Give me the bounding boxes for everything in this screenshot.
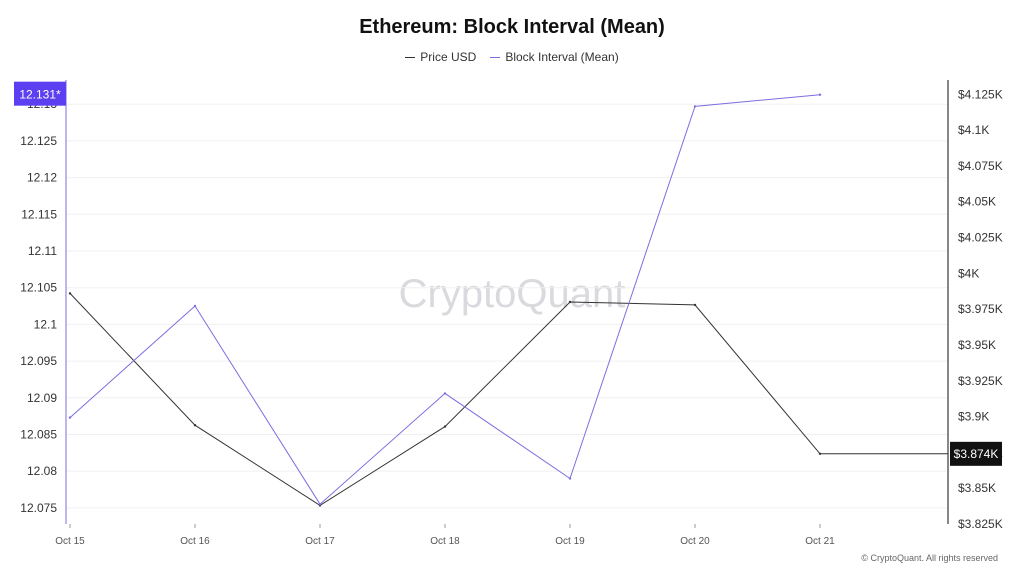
series-lines — [68, 93, 948, 507]
price-point[interactable] — [818, 452, 822, 455]
right-value-badge — [950, 441, 1002, 466]
left-value-badge-label: 12.131* — [19, 88, 61, 102]
left-tick-label: 12.12 — [27, 171, 57, 185]
left-tick-label: 12.105 — [20, 281, 57, 295]
block-interval-point[interactable] — [693, 105, 697, 108]
x-tick-label: Oct 15 — [55, 536, 85, 547]
copyright-text: © CryptoQuant. All rights reserved — [861, 553, 998, 563]
left-axis-ticks: 12.075 12.08 12.085 12.09 12.095 12.1 12.105 12… — [20, 97, 57, 515]
right-tick-label: $3.9K — [958, 410, 989, 424]
right-tick-label: $3.925K — [958, 374, 1003, 388]
block-interval-point[interactable] — [68, 416, 72, 419]
x-tick-label: Oct 17 — [305, 536, 335, 547]
legend-label-price: Price USD — [420, 50, 477, 64]
block-interval-point[interactable] — [318, 503, 322, 506]
x-axis-ticks: Oct 15 Oct 16 Oct 17 Oct 18 Oct 19 Oct 20 Oct … — [55, 524, 835, 547]
x-tick-label: Oct 16 — [180, 536, 210, 547]
grid-lines — [66, 103, 948, 509]
price-point[interactable] — [68, 292, 72, 295]
right-value-badge-label: $3.874K — [954, 447, 999, 461]
right-tick-label: $4.05K — [958, 195, 996, 209]
x-tick-label: Oct 21 — [805, 536, 835, 547]
chart-title: Ethereum: Block Interval (Mean) — [359, 16, 665, 38]
block-interval-point[interactable] — [443, 392, 447, 395]
right-tick-label: $4.075K — [958, 159, 1003, 173]
x-tick-label: Oct 19 — [555, 536, 585, 547]
left-tick-label: 12.08 — [27, 464, 57, 478]
series-line-price-usd[interactable] — [69, 293, 948, 506]
left-tick-label: 12.085 — [20, 427, 57, 441]
left-value-badge — [14, 81, 66, 106]
legend-swatch-block-interval — [490, 56, 501, 58]
block-interval-point[interactable] — [818, 93, 822, 96]
left-tick-label: 12.075 — [20, 501, 57, 515]
right-tick-label: $3.95K — [958, 338, 996, 352]
legend-label-block-interval: Block Interval (Mean) — [505, 50, 619, 64]
left-tick-label: 12.11 — [28, 244, 57, 258]
right-tick-label: $3.85K — [958, 481, 996, 495]
price-point[interactable] — [568, 300, 572, 304]
x-tick-label: Oct 18 — [430, 536, 460, 547]
right-tick-label: $4.025K — [958, 231, 1003, 245]
axis-badges: 12.131* $3.874K — [14, 81, 1002, 466]
left-tick-label: 12.115 — [21, 207, 57, 221]
legend-swatch-price — [405, 56, 416, 58]
right-tick-label: $4.125K — [958, 87, 1003, 101]
series-line-block-interval[interactable] — [69, 94, 821, 505]
left-tick-label: 12.125 — [20, 134, 57, 148]
right-tick-label: $3.975K — [958, 302, 1003, 316]
price-point[interactable] — [443, 425, 447, 428]
legend-item-block-interval[interactable]: Block Interval (Mean) — [490, 50, 619, 64]
legend-item-price[interactable]: Price USD — [405, 50, 476, 64]
chart-legend: Price USD Block Interval (Mean) — [0, 50, 1024, 64]
right-tick-label: $3.825K — [958, 517, 1003, 531]
block-interval-point[interactable] — [568, 477, 572, 480]
right-tick-label: $4.1K — [958, 123, 989, 137]
block-interval-point[interactable] — [193, 304, 197, 308]
x-tick-label: Oct 20 — [680, 536, 710, 547]
left-tick-label: 12.095 — [20, 354, 57, 368]
price-point[interactable] — [693, 303, 697, 307]
right-tick-label: $4K — [958, 266, 979, 280]
left-tick-label: 12.09 — [27, 391, 57, 405]
watermark-logo: CryptoQuant — [398, 272, 626, 316]
price-point[interactable] — [193, 424, 197, 427]
left-tick-label: 12.1 — [34, 317, 58, 331]
